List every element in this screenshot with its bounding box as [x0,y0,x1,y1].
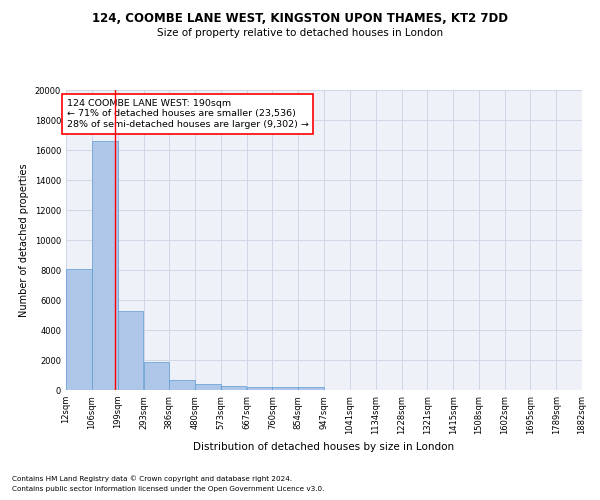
Text: Contains public sector information licensed under the Open Government Licence v3: Contains public sector information licen… [12,486,325,492]
Bar [298,387,324,390]
Bar [143,362,169,390]
Text: Contains HM Land Registry data © Crown copyright and database right 2024.: Contains HM Land Registry data © Crown c… [12,476,292,482]
X-axis label: Distribution of detached houses by size in London: Distribution of detached houses by size … [193,442,455,452]
Bar [169,380,195,390]
Y-axis label: Number of detached properties: Number of detached properties [19,163,29,317]
Bar [221,386,247,390]
Bar [247,386,272,390]
Text: 124, COOMBE LANE WEST, KINGSTON UPON THAMES, KT2 7DD: 124, COOMBE LANE WEST, KINGSTON UPON THA… [92,12,508,26]
Bar [92,141,118,390]
Text: Size of property relative to detached houses in London: Size of property relative to detached ho… [157,28,443,38]
Bar [118,310,143,390]
Bar [66,268,92,390]
Text: 124 COOMBE LANE WEST: 190sqm
← 71% of detached houses are smaller (23,536)
28% o: 124 COOMBE LANE WEST: 190sqm ← 71% of de… [67,99,309,129]
Bar [272,387,298,390]
Bar [195,384,221,390]
